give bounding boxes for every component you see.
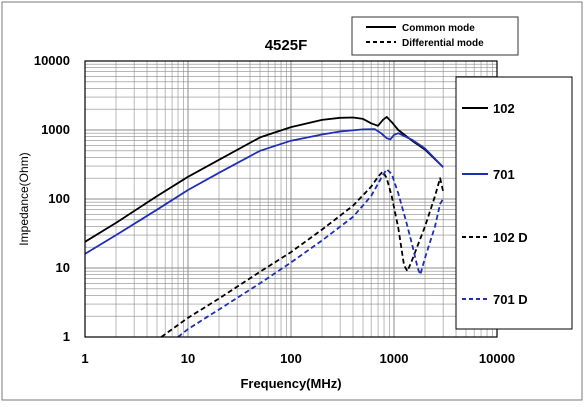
differential-mode-label: Differential mode [402, 38, 484, 49]
series-701-label: 701 [493, 167, 515, 182]
x-tick-label: 1000 [380, 351, 409, 366]
x-tick-label: 10 [181, 351, 195, 366]
y-tick-label: 10000 [34, 53, 70, 68]
mode-legend: Common mode Differential mode [351, 16, 519, 56]
mode-legend-box [351, 16, 519, 56]
series-legend: 102 701 102 D 701 D [455, 76, 573, 330]
series-layer [84, 116, 444, 338]
series-line-701d [177, 168, 444, 338]
y-tick-label: 100 [48, 191, 70, 206]
x-tick-label: 100 [280, 351, 302, 366]
y-tick-label: 1 [63, 329, 70, 344]
y-tick-label: 10 [56, 260, 70, 275]
series-102d-label: 102 D [493, 230, 528, 245]
common-mode-label: Common mode [402, 23, 475, 34]
series-line-102d [160, 170, 444, 338]
y-axis-label: Impedance(Ohm) [17, 152, 31, 245]
series-line-102 [84, 116, 444, 243]
x-tick-label: 10000 [479, 351, 515, 366]
x-axis-label: Frequency(MHz) [240, 376, 341, 391]
chart-title: 4525F [265, 37, 308, 54]
series-102-label: 102 [493, 101, 515, 116]
series-701d-label: 701 D [493, 292, 528, 307]
series-legend-box [455, 76, 573, 330]
x-tick-label: 1 [81, 351, 88, 366]
series-line-701 [84, 128, 444, 255]
y-tick-label: 1000 [41, 122, 70, 137]
